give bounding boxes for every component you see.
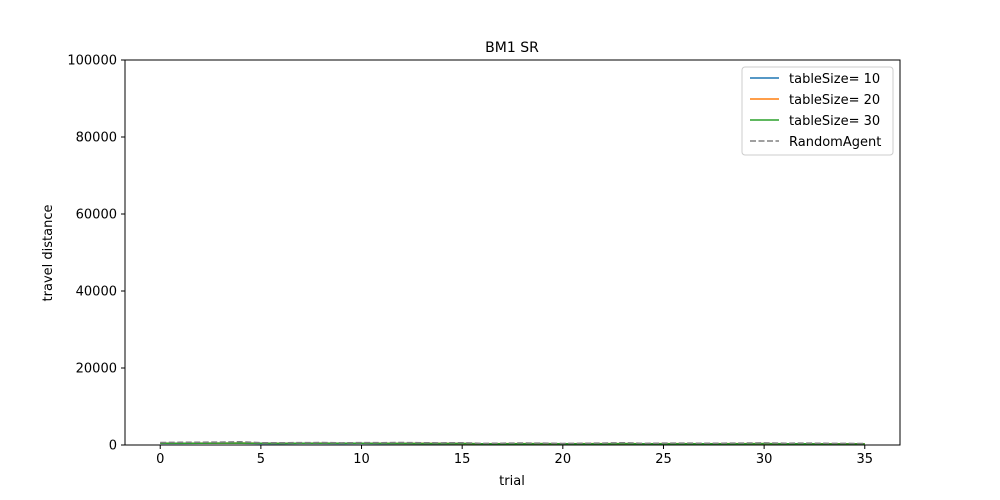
x-tick-label: 35 xyxy=(856,452,873,467)
legend: tableSize= 10 tableSize= 20 tableSize= 30 R… xyxy=(741,66,894,156)
y-axis: 0 20000 40000 60000 80000 100000 xyxy=(67,54,125,454)
x-tick-label: 30 xyxy=(756,452,773,467)
legend-label-0: tableSize= 10 xyxy=(789,72,880,87)
x-tick-label: 15 xyxy=(454,452,471,467)
y-axis-label: travel distance xyxy=(41,205,56,302)
legend-label-3: RandomAgent xyxy=(789,135,881,150)
y-tick-label: 100000 xyxy=(67,54,117,69)
legend-box xyxy=(741,66,894,156)
x-axis: 0 5 10 15 20 25 30 35 xyxy=(156,445,873,467)
y-tick-label: 20000 xyxy=(76,362,117,377)
plot-lines xyxy=(160,440,865,445)
y-tick-label: 60000 xyxy=(76,208,117,223)
y-tick-label: 80000 xyxy=(76,131,117,146)
plot-frame xyxy=(124,59,901,446)
x-tick-label: 20 xyxy=(555,452,572,467)
x-tick-label: 5 xyxy=(257,452,265,467)
legend-label-1: tableSize= 20 xyxy=(789,93,880,108)
x-tick-label: 25 xyxy=(655,452,672,467)
legend-label-2: tableSize= 30 xyxy=(789,114,880,129)
x-tick-label: 0 xyxy=(156,452,164,467)
chart-title: BM1 SR xyxy=(485,40,539,56)
y-tick-label: 0 xyxy=(109,439,117,454)
x-axis-label: trial xyxy=(499,474,525,489)
y-tick-label: 40000 xyxy=(76,285,117,300)
series-line-3 xyxy=(160,440,865,445)
x-tick-label: 10 xyxy=(353,452,370,467)
